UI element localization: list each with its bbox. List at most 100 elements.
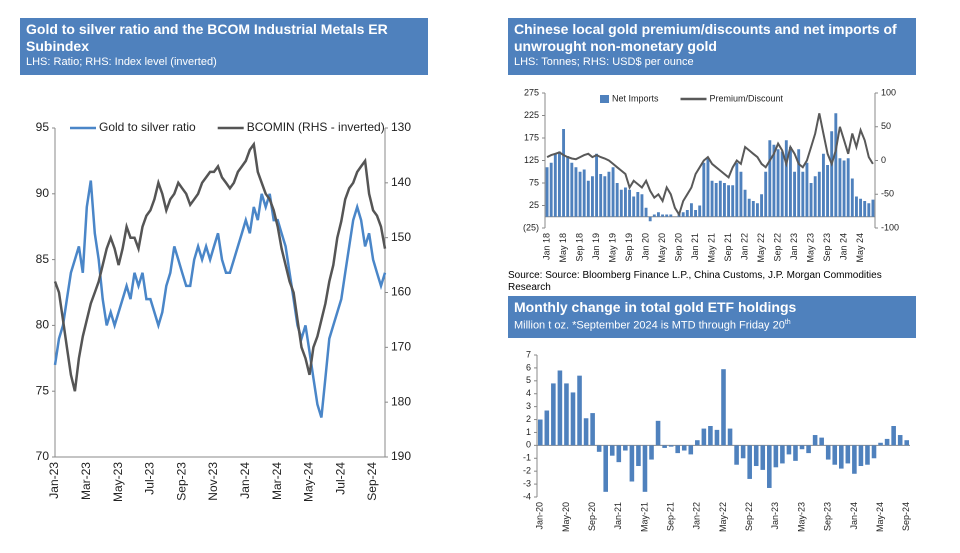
bar [780,445,785,464]
bar [623,187,627,217]
x-tick-label: Jan 19 [591,233,601,260]
bar [586,180,590,217]
bar [688,445,694,455]
x-tick-label: May 23 [805,233,815,263]
x-tick-label: Sep 20 [673,233,683,262]
bar [739,171,743,217]
bar [722,183,726,217]
bar [846,158,850,217]
x-tick-label: Jan-23 [770,502,780,530]
bar [760,194,764,217]
y-tick-label: -3 [523,478,531,488]
bar [640,194,644,217]
subtitle-text: Million t oz. *September 2024 is MTD thr… [514,319,785,332]
bar [755,203,759,217]
x-tick-label: Nov-23 [206,462,220,501]
bar [619,189,623,217]
y-tick-label: 90 [36,186,50,200]
bar [793,445,798,461]
bar [826,165,830,217]
x-tick-label: Sep 23 [822,233,832,262]
x-tick-label: Sep-21 [666,502,676,531]
chart-subtitle: LHS: Ratio; RHS: Index level (inverted) [26,56,217,68]
bar [734,445,739,465]
bar [661,214,665,217]
bar [718,180,722,217]
bar [751,201,755,217]
bar [747,445,752,479]
y-tick-label: 2 [526,414,531,424]
chart-title: Gold to silver ratio and the BCOM Indust… [26,21,388,54]
bar [599,174,603,217]
bar [867,203,871,217]
x-tick-label: Jul-23 [143,462,157,495]
x-tick-label: Jan 24 [838,233,848,260]
y-tick-label: 50 [881,121,891,131]
bar [714,183,718,217]
bar [642,445,648,492]
bar [607,171,611,217]
bar [665,214,669,217]
x-tick-label: Sep 19 [624,233,634,262]
bar [590,413,595,446]
x-tick-label: May 19 [607,233,617,263]
bar [797,149,801,217]
y-tick-label: 190 [391,449,411,463]
bar [721,369,726,446]
bar [825,445,831,460]
y-tick-label: 4 [526,388,531,398]
bar [681,445,687,451]
chart-subtitle: LHS: Tonnes; RHS: USD$ per ounce [514,56,694,68]
bar [644,207,648,217]
bar [611,167,615,217]
bar [551,383,556,446]
bar [845,445,851,464]
x-tick-label: Sep-22 [744,502,754,531]
bar [812,435,818,446]
y-tick-label: 180 [391,394,411,408]
y-tick-label: -1 [523,453,531,463]
y-tick-label: 100 [881,87,896,97]
y-tick-label: 125 [524,155,539,165]
y-tick-label: 25 [529,200,539,210]
x-tick-label: Sep 18 [574,233,584,262]
bar [799,445,805,450]
line [53,180,387,418]
x-tick-label: May-24 [875,502,885,532]
y-tick-label: 130 [391,120,411,134]
legend-swatch [600,95,609,103]
bar [564,383,569,446]
bar [685,210,689,217]
bar [767,445,772,488]
x-tick-label: Jan-21 [613,502,623,530]
y-tick-label: 225 [524,110,539,120]
bar [878,442,883,446]
x-tick-label: Jan-22 [692,502,702,530]
x-tick-label: May-20 [561,502,571,532]
bar [731,185,735,217]
source: Source: Source: Bloomberg Finance L.P., … [508,270,882,293]
x-tick-label: Mar-24 [270,462,284,500]
bar [772,144,776,217]
bar [859,198,863,217]
x-tick-label: May-23 [796,502,806,532]
y-tick-label: 80 [36,318,50,332]
x-tick-label: Jan-20 [535,502,545,530]
x-tick-label: May-23 [111,462,125,502]
subtitle-sup: th [784,319,791,326]
x-tick-label: Jan-23 [47,462,61,499]
bar [809,183,813,217]
y-tick-label: -100 [881,222,899,232]
bar [616,445,622,463]
bar [891,426,896,446]
x-tick-label: Jan-24 [849,502,859,530]
bar [727,428,733,446]
x-tick-label: May 18 [558,233,568,263]
bar [628,189,632,217]
bar [662,445,667,448]
bar [776,149,780,217]
y-tick-label: 140 [391,175,411,189]
bar [727,185,731,217]
x-tick-label: Sep-20 [587,502,597,531]
